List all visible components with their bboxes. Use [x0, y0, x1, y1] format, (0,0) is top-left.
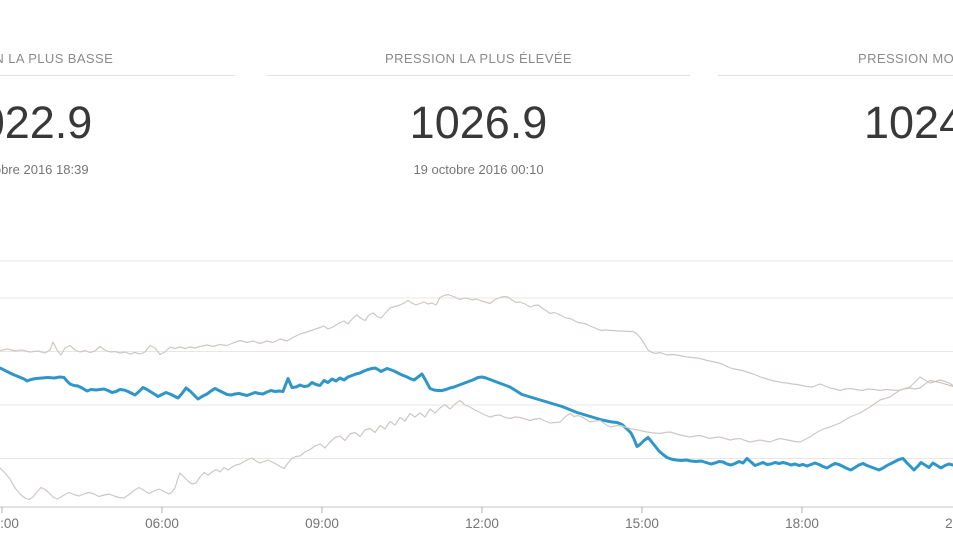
x-axis-label: 03:00: [0, 516, 19, 531]
divider: [267, 75, 690, 76]
x-axis-label: 21:00: [945, 516, 953, 531]
stat-timestamp: 19 octobre 2016 18:39: [0, 162, 89, 177]
stat-panel-lowest-pressure: PRESSION LA PLUS BASSE 1022.9 19 octobre…: [0, 0, 235, 200]
divider: [718, 75, 953, 76]
stat-label: PRESSION LA PLUS ÉLEVÉE: [385, 51, 572, 66]
stat-panel-highest-pressure: PRESSION LA PLUS ÉLEVÉE 1026.9 19 octobr…: [267, 0, 690, 200]
stat-timestamp: 19 octobre 2016 00:10: [413, 162, 544, 177]
pressure-chart-area[interactable]: 03:00 06:00 09:00 12:00 15:00 18:00 21:00: [0, 250, 953, 536]
divider: [0, 75, 235, 76]
stat-label: PRESSION LA PLUS BASSE: [0, 51, 114, 66]
x-axis-label: 18:00: [785, 516, 819, 531]
pressure-stats-row: PRESSION LA PLUS BASSE 1022.9 19 octobre…: [0, 0, 953, 250]
chart-line-pression-station: [0, 366, 953, 472]
x-axis-label: 15:00: [625, 516, 659, 531]
stat-value: 1022.9: [0, 97, 93, 148]
stat-value: 1026.9: [409, 97, 548, 148]
stat-value: 1024: [864, 97, 953, 148]
x-axis-label: 09:00: [305, 516, 339, 531]
stat-panel-average-pressure: PRESSION MOYENNE 1024: [718, 0, 953, 200]
stat-label: PRESSION MOYENNE: [858, 51, 953, 66]
x-axis-label: 12:00: [465, 516, 499, 531]
x-axis-label: 06:00: [145, 516, 179, 531]
chart-line-pression-reference-basse: [0, 376, 953, 501]
pressure-chart[interactable]: 03:00 06:00 09:00 12:00 15:00 18:00 21:00: [0, 250, 953, 536]
chart-line-pression-reference-haute: [0, 293, 953, 392]
